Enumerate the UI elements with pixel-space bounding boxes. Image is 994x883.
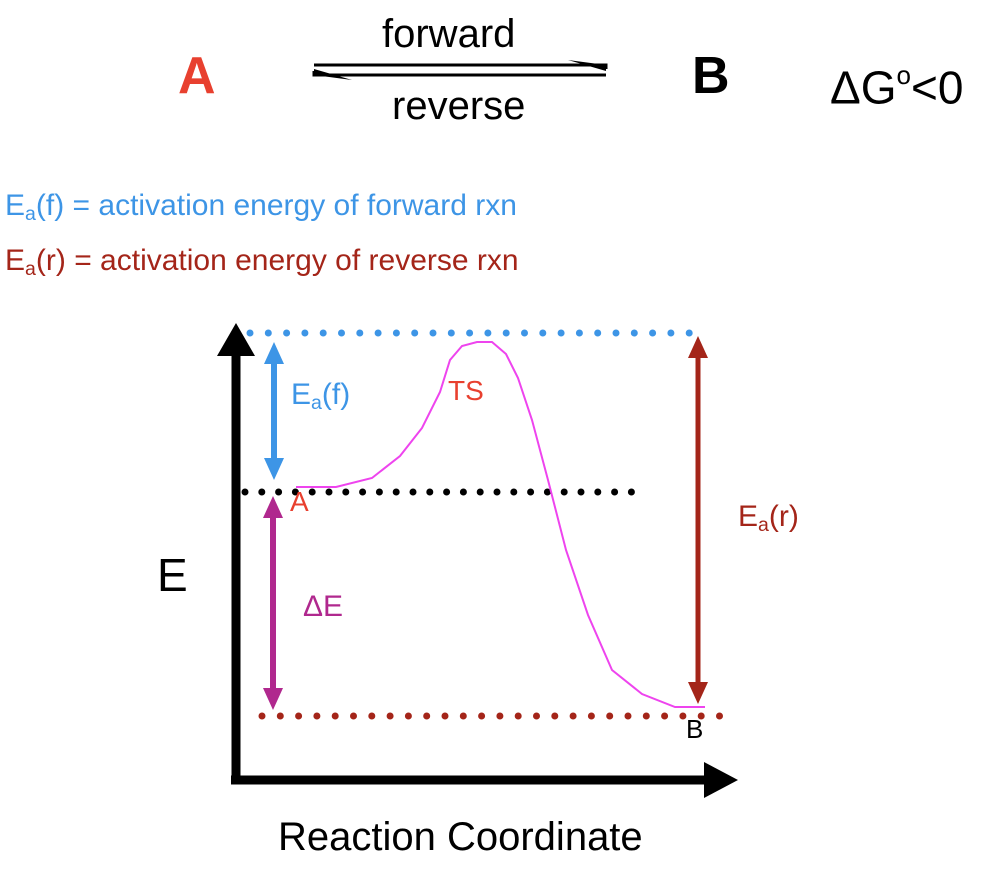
definition-reverse-symbol: E <box>5 244 26 277</box>
delta-e-arrowhead-top <box>263 496 283 518</box>
ea-forward-arrowhead-bottom <box>264 458 284 480</box>
y-axis-label: E <box>157 549 188 601</box>
delta-e-label: ΔE <box>303 590 344 623</box>
definition-reverse-text: = activation energy of reverse rxn <box>65 244 519 277</box>
x-axis-label: Reaction Coordinate <box>278 815 643 859</box>
product-label: B <box>686 714 704 744</box>
ea-forward-symbol: E <box>291 378 312 411</box>
definition-reverse: Ea(r) = activation energy of reverse rxn <box>5 243 519 282</box>
definition-reverse-arg: (r) <box>35 244 66 277</box>
definition-forward-symbol: E <box>5 189 26 222</box>
ea-reverse-arrowhead-bottom <box>688 682 708 704</box>
transition-state-label: TS <box>448 375 484 406</box>
ea-forward-subscript: a <box>311 391 322 414</box>
reverse-label: reverse <box>392 84 526 128</box>
delta-g-symbol: ΔG <box>830 61 897 114</box>
reactant-species-a: A <box>178 47 216 105</box>
definition-reverse-subscript: a <box>25 257 36 280</box>
delta-g-inequality: <0 <box>910 61 964 114</box>
definition-forward-arg: (f) <box>35 189 65 222</box>
ea-forward-arg: (f) <box>321 378 351 411</box>
reverse-arrowhead <box>314 69 352 80</box>
ea-reverse-subscript: a <box>758 513 769 536</box>
ea-reverse-arrowhead-top <box>688 336 708 358</box>
definition-forward: Ea(f) = activation energy of forward rxn <box>5 188 517 227</box>
delta-e-arrowhead-bottom <box>263 688 283 710</box>
reaction-curve <box>296 341 705 708</box>
delta-g-superscript: o <box>896 60 911 90</box>
ea-reverse-label: Ea(r) <box>738 500 799 537</box>
product-species-b: B <box>692 47 730 105</box>
x-axis-arrowhead <box>704 762 738 798</box>
ea-reverse-symbol: E <box>738 500 759 533</box>
reactant-label: A <box>290 486 309 517</box>
ea-forward-arrowhead-top <box>264 342 284 364</box>
forward-label: forward <box>382 12 516 56</box>
y-axis-arrowhead <box>217 323 255 356</box>
definition-forward-subscript: a <box>25 202 36 225</box>
delta-g-condition: ΔGo<0 <box>830 50 963 115</box>
definition-forward-text: = activation energy of forward rxn <box>64 189 517 222</box>
forward-arrowhead <box>568 60 606 71</box>
equilibrium-arrows <box>312 60 608 80</box>
ea-forward-label: Ea(f) <box>291 378 350 415</box>
ea-reverse-arg: (r) <box>768 500 799 533</box>
